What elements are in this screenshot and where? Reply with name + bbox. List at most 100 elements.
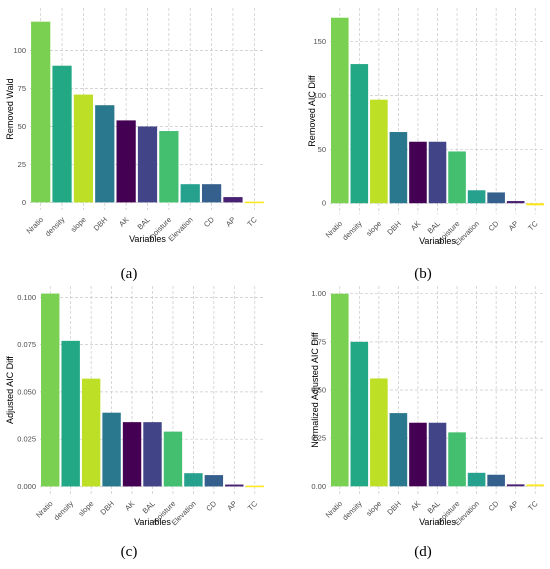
x-tick-label: AK — [409, 499, 422, 512]
x-tick-label: Nratio — [25, 215, 46, 236]
bar-moisture — [163, 431, 183, 487]
x-tick-label: AP — [507, 219, 520, 232]
x-tick-label: TC — [245, 215, 259, 229]
bar-nratio — [330, 293, 349, 487]
y-axis-label: Normalized Adjusted AIC Diff — [310, 332, 320, 448]
y-axis-label: Removed AIC Diff — [307, 75, 317, 147]
bar-slope — [73, 94, 94, 203]
panel-label: (b) — [414, 266, 432, 282]
bar-cd — [487, 192, 505, 204]
bar-dbh — [389, 413, 408, 487]
x-tick-label: density — [341, 499, 364, 522]
bar-tc — [526, 203, 545, 206]
bar-nratio — [330, 17, 349, 204]
bar-ak — [116, 120, 136, 203]
bar-slope — [370, 99, 388, 204]
bar-density — [350, 341, 369, 487]
y-tick-label: 150 — [313, 37, 326, 46]
bar-elevation — [180, 184, 200, 203]
y-tick-label: 100 — [313, 91, 326, 100]
bar-moisture — [448, 432, 466, 487]
x-tick-label: AP — [224, 215, 237, 228]
bar-dbh — [389, 132, 408, 204]
bar-bal — [428, 422, 447, 487]
y-tick-label: 25 — [18, 160, 26, 169]
y-tick-label: 0.50 — [311, 386, 326, 395]
x-tick-label: density — [52, 499, 75, 522]
y-tick-label: 0 — [22, 198, 26, 207]
bar-tc — [245, 485, 264, 488]
x-tick-label: CD — [487, 499, 501, 513]
y-tick-label: 0.25 — [311, 434, 326, 443]
bar-bal — [137, 126, 158, 203]
bar-ak — [122, 422, 142, 487]
bar-nratio — [31, 21, 51, 203]
x-axis-label: Variables — [419, 236, 456, 246]
bar-ap — [225, 484, 244, 487]
x-tick-label: TC — [526, 219, 540, 233]
x-tick-label: DBH — [385, 219, 403, 237]
y-tick-label: 0.075 — [17, 340, 36, 349]
x-axis-label: Variables — [419, 517, 456, 527]
bar-ak — [409, 141, 427, 204]
y-tick-label: 0.025 — [17, 435, 36, 444]
panel-label: (a) — [121, 266, 138, 282]
bar-dbh — [102, 412, 121, 487]
bar-tc — [244, 201, 264, 204]
panel-label: (c) — [121, 544, 138, 560]
y-tick-label: 0.000 — [17, 482, 36, 491]
y-tick-label: 50 — [318, 145, 326, 154]
x-tick-label: slope — [77, 499, 96, 518]
bar-bal — [428, 141, 447, 204]
bar-ak — [409, 422, 427, 487]
x-tick-label: slope — [364, 499, 383, 518]
y-tick-label: 0.050 — [17, 387, 36, 396]
x-tick-label: TC — [526, 499, 540, 513]
bar-slope — [370, 378, 388, 487]
y-tick-label: 0.100 — [17, 293, 36, 302]
bar-moisture — [159, 131, 179, 203]
bar-tc — [526, 484, 545, 487]
x-tick-label: AK — [123, 499, 136, 512]
bar-ap — [223, 197, 243, 203]
y-tick-label: 50 — [18, 122, 26, 131]
bar-dbh — [95, 105, 115, 203]
x-tick-label: AK — [409, 219, 422, 232]
x-tick-label: BAL — [426, 219, 442, 235]
y-tick-label: 0.00 — [311, 482, 326, 491]
y-axis-label: Adjusted AIC Diff — [5, 356, 15, 424]
bar-bal — [143, 422, 162, 487]
bar-density — [61, 340, 80, 487]
x-tick-label: BAL — [141, 499, 157, 515]
bar-density — [350, 64, 369, 204]
bar-moisture — [448, 151, 466, 204]
x-tick-label: DBH — [385, 499, 403, 517]
x-axis-label: Variables — [134, 517, 171, 527]
x-tick-label: AP — [225, 499, 238, 512]
x-tick-label: BAL — [426, 499, 442, 515]
bar-cd — [201, 184, 222, 203]
bar-cd — [204, 475, 224, 487]
bar-density — [52, 65, 72, 203]
x-tick-label: CD — [487, 219, 501, 233]
y-tick-label: 1.00 — [311, 289, 326, 298]
panel-label: (d) — [414, 544, 432, 560]
bar-elevation — [467, 472, 486, 487]
bar-slope — [81, 378, 101, 487]
x-axis-label: Variables — [129, 234, 166, 244]
bar-elevation — [184, 473, 203, 487]
x-tick-label: slope — [364, 219, 383, 238]
x-tick-label: density — [43, 215, 66, 238]
x-tick-label: DBH — [92, 215, 110, 233]
x-tick-label: density — [341, 219, 364, 242]
y-axis-label: Removed Wald — [5, 78, 15, 139]
x-tick-label: AP — [507, 499, 520, 512]
bar-cd — [487, 474, 505, 487]
bar-ap — [506, 484, 525, 487]
x-tick-label: TC — [246, 499, 260, 513]
bar-elevation — [467, 190, 486, 204]
